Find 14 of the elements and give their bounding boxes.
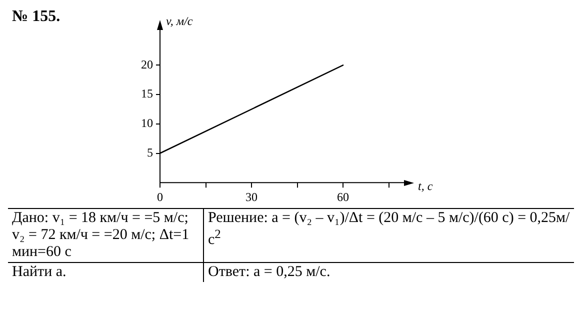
x-tick-label: 30 <box>246 190 258 204</box>
x-tick-label: 0 <box>157 190 163 204</box>
x-axis-title: t, с <box>418 178 434 193</box>
text: Ответ: a = 0,25 м/с. <box>204 262 574 282</box>
text: Дано: v₁ = 18 км/ч = =5 м/с; v₂ = 72 км/ч = =20 м/с; Δt=1 мин=60 с <box>8 209 204 262</box>
y-axis-title: v, м/с <box>166 14 194 28</box>
y-tick-label: 5 <box>147 145 153 160</box>
y-tick-label: 10 <box>141 116 153 130</box>
text: Найти a. <box>8 262 204 282</box>
x-tick-label: 60 <box>337 190 349 204</box>
chart-title: № 155. <box>12 8 60 26</box>
y-tick-label: 15 <box>141 86 153 101</box>
text: Решение: a = (v₂ – v₁)/Δt = (20 м/с – 5 м/с)/(60 с) = 0,25м/с$^{2}$ <box>207 209 571 250</box>
y-tick-label: 20 <box>141 57 153 72</box>
